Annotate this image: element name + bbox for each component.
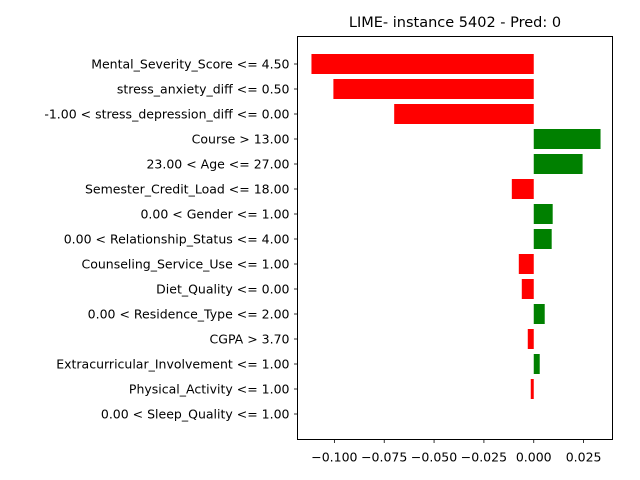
y-tick-label-7: 0.00 < Relationship_Status <= 4.00	[64, 232, 290, 247]
y-tick-label-9: Diet_Quality <= 0.00	[156, 282, 289, 297]
bar-8	[518, 254, 534, 274]
y-tick-label-5: Semester_Credit_Load <= 18.00	[85, 182, 290, 197]
y-tick-label-0: Mental_Severity_Score <= 4.50	[91, 57, 289, 72]
x-ticks: −0.100 −0.075 −0.050 −0.025 0.000 0.025	[311, 439, 602, 465]
y-tick-label-6: 0.00 < Gender <= 1.00	[140, 207, 289, 222]
bar-2	[394, 104, 534, 124]
x-tick-label-3: −0.025	[461, 450, 507, 465]
y-tick-label-13: Physical_Activity <= 1.00	[129, 382, 290, 397]
bar-1	[333, 79, 534, 99]
y-tick-label-4: 23.00 < Age <= 27.00	[146, 157, 289, 172]
bar-0	[311, 54, 534, 74]
x-tick-label-0: −0.100	[311, 450, 357, 465]
y-tick-labels: Mental_Severity_Score <= 4.50 stress_anxi…	[44, 57, 298, 422]
bar-13	[530, 379, 534, 399]
bar-5	[511, 179, 534, 199]
y-tick-label-3: Course > 13.00	[192, 132, 290, 147]
y-tick-label-10: 0.00 < Residence_Type <= 2.00	[88, 307, 290, 322]
bar-11	[527, 329, 534, 349]
plot-area-frame	[297, 36, 613, 440]
y-tick-label-8: Counseling_Service_Use <= 1.00	[81, 257, 289, 272]
x-tick-label-4: 0.000	[516, 450, 552, 465]
y-tick-label-1: stress_anxiety_diff <= 0.50	[117, 82, 290, 97]
bar-4	[533, 154, 583, 174]
x-tick-label-5: 0.025	[566, 450, 602, 465]
y-tick-label-2: -1.00 < stress_depression_diff <= 0.00	[44, 107, 289, 122]
chart-title: LIME- instance 5402 - Pred: 0	[349, 15, 561, 31]
bar-7	[533, 229, 552, 249]
y-tick-label-14: 0.00 < Sleep_Quality <= 1.00	[101, 407, 290, 422]
bar-12	[533, 354, 540, 374]
bar-10	[533, 304, 545, 324]
bars-group	[311, 54, 601, 399]
bar-6	[533, 204, 553, 224]
bar-3	[533, 129, 601, 149]
y-tick-label-11: CGPA > 3.70	[210, 332, 290, 347]
x-tick-label-1: −0.075	[361, 450, 407, 465]
y-tick-label-12: Extracurricular_Involvement <= 1.00	[56, 357, 289, 372]
bar-9	[521, 279, 534, 299]
x-tick-label-2: −0.050	[411, 450, 457, 465]
